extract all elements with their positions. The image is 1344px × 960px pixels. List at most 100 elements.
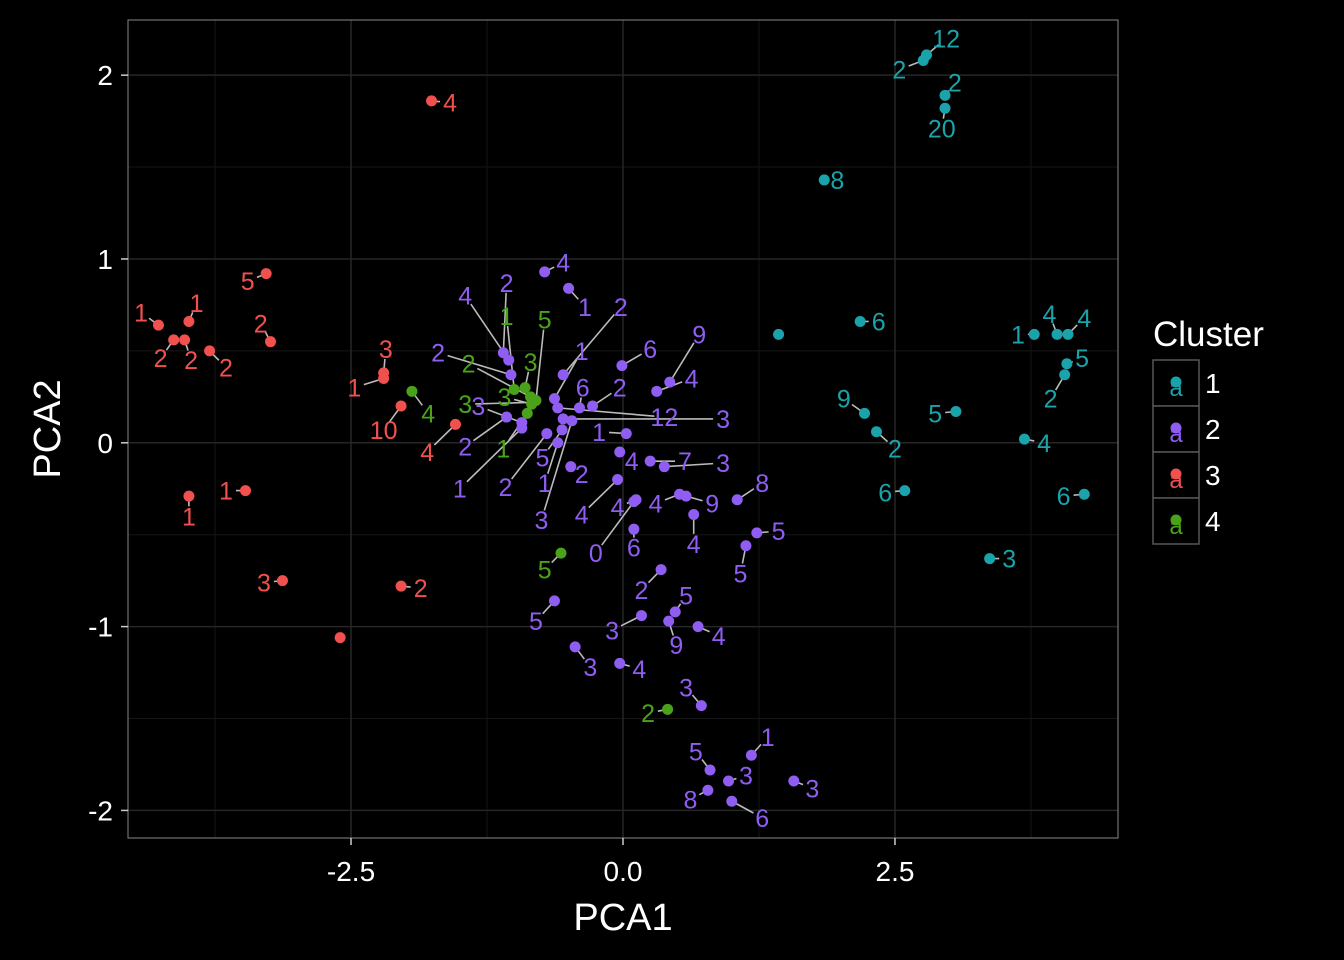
point-label: 3	[679, 674, 693, 702]
x-tick-label: 0.0	[604, 856, 643, 887]
data-point-cluster-2	[740, 540, 752, 552]
point-label: 4	[625, 448, 639, 476]
point-label: 3	[524, 349, 538, 377]
data-point-cluster-3	[395, 400, 407, 412]
data-point-cluster-2	[723, 775, 735, 787]
point-label: 2	[414, 575, 428, 603]
data-point-cluster-2	[552, 437, 564, 449]
data-point-cluster-2	[516, 422, 528, 434]
data-point-cluster-2	[655, 564, 667, 576]
x-axis-title: PCA1	[573, 897, 672, 939]
data-point-cluster-3	[276, 575, 288, 587]
point-label: 9	[692, 321, 706, 349]
point-label: 4	[458, 283, 472, 311]
point-label: 2	[614, 294, 628, 322]
data-point-cluster-1	[818, 174, 830, 186]
point-label: 9	[705, 490, 719, 518]
grid	[128, 20, 1118, 838]
data-point-cluster-2	[539, 266, 551, 278]
point-label: 4	[687, 531, 701, 559]
legend-key-point	[1170, 422, 1182, 434]
label-connector	[502, 292, 507, 353]
point-label: 6	[755, 805, 769, 833]
data-point-cluster-3	[265, 336, 277, 348]
point-label: 1	[190, 290, 204, 318]
point-label: 2	[575, 461, 589, 489]
data-point-cluster-1	[859, 407, 871, 419]
data-point-cluster-2	[548, 595, 560, 607]
point-label: 4	[556, 250, 570, 278]
label-connector	[511, 433, 548, 480]
point-label: 3	[1002, 546, 1016, 574]
data-point-cluster-4	[521, 407, 533, 419]
point-label: 1	[134, 299, 148, 327]
legend-key-point	[1170, 376, 1182, 388]
point-label: 2	[888, 435, 902, 463]
data-point-cluster-2	[565, 461, 577, 473]
point-label: 8	[683, 786, 697, 814]
data-point-cluster-1	[1062, 328, 1074, 340]
label-connector	[476, 367, 531, 398]
legend-key-point	[1170, 514, 1182, 526]
point-label: 3	[739, 763, 753, 791]
point-label: 6	[872, 308, 886, 336]
data-point-cluster-2	[620, 428, 632, 440]
data-point-cluster-2	[731, 494, 743, 506]
data-point-cluster-2	[726, 795, 738, 807]
x-tick-label: -2.5	[327, 856, 375, 887]
data-point-cluster-1	[917, 54, 929, 66]
data-point-cluster-3	[179, 334, 191, 346]
point-label: 3	[583, 654, 597, 682]
point-label: 5	[772, 518, 786, 546]
data-point-cluster-1	[1061, 358, 1073, 370]
label-connector	[447, 354, 512, 376]
point-label: 4	[1037, 430, 1051, 458]
data-point-cluster-3	[239, 485, 251, 497]
point-label: 6	[576, 375, 590, 403]
point-label: 2	[458, 433, 472, 461]
x-tick-label: 2.5	[876, 856, 915, 887]
data-point-cluster-2	[557, 369, 569, 381]
legend-label: 1	[1205, 368, 1221, 399]
legend-label: 2	[1205, 414, 1221, 445]
data-point-cluster-2	[704, 764, 716, 776]
point-label: 6	[627, 535, 641, 563]
point-label: 2	[892, 57, 906, 85]
data-point-cluster-2	[614, 446, 626, 458]
point-label: 2	[948, 69, 962, 97]
data-point-cluster-4	[662, 703, 674, 715]
data-point-cluster-2	[614, 657, 626, 669]
point-label: 2	[219, 354, 233, 382]
point-label: 3	[605, 617, 619, 645]
data-point-cluster-2	[552, 402, 564, 414]
data-point-cluster-3	[183, 490, 195, 502]
point-label: 9	[837, 386, 851, 414]
data-point-cluster-1	[950, 406, 962, 418]
data-point-cluster-2	[563, 282, 575, 294]
data-point-cluster-2	[692, 621, 704, 633]
point-label: 4	[712, 623, 726, 651]
points	[152, 49, 1090, 807]
data-point-cluster-2	[688, 508, 700, 520]
point-label: 4	[420, 439, 434, 467]
data-point-cluster-2	[556, 424, 568, 436]
data-point-cluster-2	[751, 527, 763, 539]
point-label: 4	[1077, 305, 1091, 333]
data-point-cluster-3	[168, 334, 180, 346]
point-label: 4	[1043, 301, 1057, 329]
data-point-cluster-2	[680, 490, 692, 502]
label-connector	[664, 462, 714, 468]
data-point-cluster-2	[628, 523, 640, 535]
point-label: 0	[589, 540, 603, 568]
data-point-cluster-4	[406, 385, 418, 397]
point-label: 6	[643, 336, 657, 364]
data-point-cluster-2	[548, 393, 560, 405]
point-label: 3	[497, 384, 511, 412]
y-axis-title: PCA2	[27, 379, 69, 478]
data-point-cluster-4	[519, 382, 531, 394]
data-point-cluster-2	[669, 606, 681, 618]
point-label: 2	[154, 345, 168, 373]
data-point-cluster-2	[658, 461, 670, 473]
data-point-cluster-2	[695, 700, 707, 712]
